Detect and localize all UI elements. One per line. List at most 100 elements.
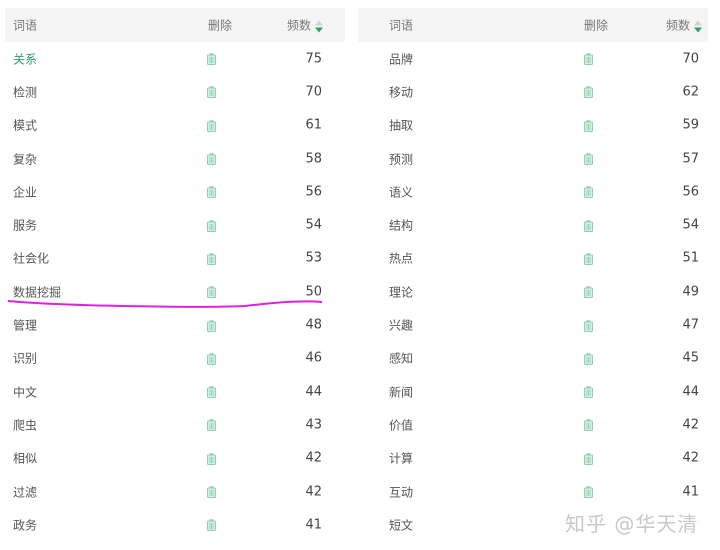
trash-icon[interactable] [584,218,593,232]
trash-icon[interactable] [207,52,216,66]
count-cell: 54 [682,217,699,233]
word-cell: 热点 [389,251,414,266]
table-row: 爬虫 43 [5,408,345,441]
trash-icon[interactable] [584,485,593,499]
count-cell: 56 [682,184,699,200]
word-cell: 预测 [389,152,414,167]
count-cell: 45 [682,350,699,366]
trash-icon[interactable] [584,351,593,365]
word-frequency-table-right: 词语 删除 频数 品牌 70 移动 62 抽取 59 预测 57 语义 56 结构 54 热点 51 理论 4… [358,8,708,541]
table-row: 社会化 53 [5,242,345,275]
word-cell: 数据挖掘 [13,285,62,300]
count-cell: 56 [305,184,322,200]
word-cell: 识别 [13,351,38,366]
word-cell: 结构 [389,218,414,233]
trash-icon[interactable] [584,251,593,265]
header-count-label: 频数 [286,18,311,33]
count-cell: 42 [305,450,322,466]
trash-icon[interactable] [207,485,216,499]
table-row: 新闻 44 [358,375,708,408]
trash-icon[interactable] [207,418,216,432]
header-word: 词语 [13,18,38,33]
table-row: 价值 42 [358,408,708,441]
trash-icon[interactable] [207,218,216,232]
trash-icon[interactable] [207,185,216,199]
word-cell: 复杂 [13,152,38,167]
count-cell: 42 [682,417,699,433]
word-cell: 爬虫 [13,418,38,433]
word-cell: 计算 [389,451,414,466]
table-row: 互动 41 [358,475,708,508]
trash-icon[interactable] [584,85,593,99]
count-cell: 62 [682,84,699,100]
trash-icon[interactable] [207,251,216,265]
trash-icon[interactable] [207,518,216,532]
trash-icon[interactable] [207,152,216,166]
sort-desc-icon[interactable] [694,20,702,32]
table-header: 词语 删除 频数 [5,8,345,42]
table-row: 检测 70 [5,75,345,108]
count-cell: 42 [305,484,322,499]
table-row: 语义 56 [358,175,708,208]
sort-desc-icon[interactable] [315,20,323,32]
trash-icon[interactable] [207,318,216,332]
trash-icon[interactable] [584,285,593,299]
header-delete: 删除 [584,18,609,33]
header-word: 词语 [389,18,414,33]
trash-icon[interactable] [207,451,216,465]
table-row: 热点 51 [358,242,708,275]
header-delete: 删除 [208,18,233,33]
table-row: 识别 46 [5,342,345,375]
trash-icon[interactable] [584,52,593,66]
trash-icon[interactable] [584,385,593,399]
table-row: 模式 61 [5,109,345,142]
trash-icon[interactable] [584,118,593,132]
trash-icon[interactable] [207,85,216,99]
table-header: 词语 删除 频数 [358,8,708,42]
table-row: 预测 57 [358,142,708,175]
word-cell: 短文 [389,518,414,533]
word-cell: 抽取 [389,118,414,133]
trash-icon[interactable] [207,285,216,299]
table-row: 企业 56 [5,175,345,208]
count-cell: 59 [682,117,699,133]
word-cell: 语义 [389,185,414,200]
trash-icon[interactable] [584,418,593,432]
table-row: 短文 [358,508,708,541]
table-row: 管理 48 [5,308,345,341]
trash-icon[interactable] [207,385,216,399]
count-cell: 50 [305,284,322,300]
count-cell: 41 [305,517,322,533]
word-cell: 品牌 [389,52,414,67]
header-count-sort[interactable]: 频数 [666,17,702,34]
count-cell: 70 [682,51,699,67]
word-cell: 政务 [13,518,38,533]
word-cell: 移动 [389,85,414,100]
count-cell: 43 [305,417,322,433]
table-row: 结构 54 [358,208,708,241]
trash-icon[interactable] [207,351,216,365]
table-row: 中文 44 [5,375,345,408]
count-cell: 46 [305,350,322,366]
trash-icon[interactable] [584,451,593,465]
word-cell: 新闻 [389,385,414,400]
trash-icon[interactable] [584,185,593,199]
word-cell: 互动 [389,485,414,499]
count-cell: 41 [682,484,699,499]
count-cell: 44 [305,384,322,400]
trash-icon[interactable] [584,152,593,166]
watermark: 知乎 @华天清 [565,512,699,536]
count-cell: 42 [682,450,699,466]
word-cell: 相似 [13,451,38,466]
trash-icon[interactable] [584,318,593,332]
header-count-sort[interactable]: 频数 [287,17,323,34]
trash-icon[interactable] [207,118,216,132]
table-row: 数据挖掘 50 [5,275,345,308]
count-cell: 44 [682,384,699,400]
table-row: 复杂 58 [5,142,345,175]
table-row: 关系 75 [5,42,345,75]
word-cell: 管理 [13,318,38,333]
count-cell: 53 [305,250,322,266]
word-cell: 企业 [13,185,38,200]
count-cell: 70 [305,84,322,100]
